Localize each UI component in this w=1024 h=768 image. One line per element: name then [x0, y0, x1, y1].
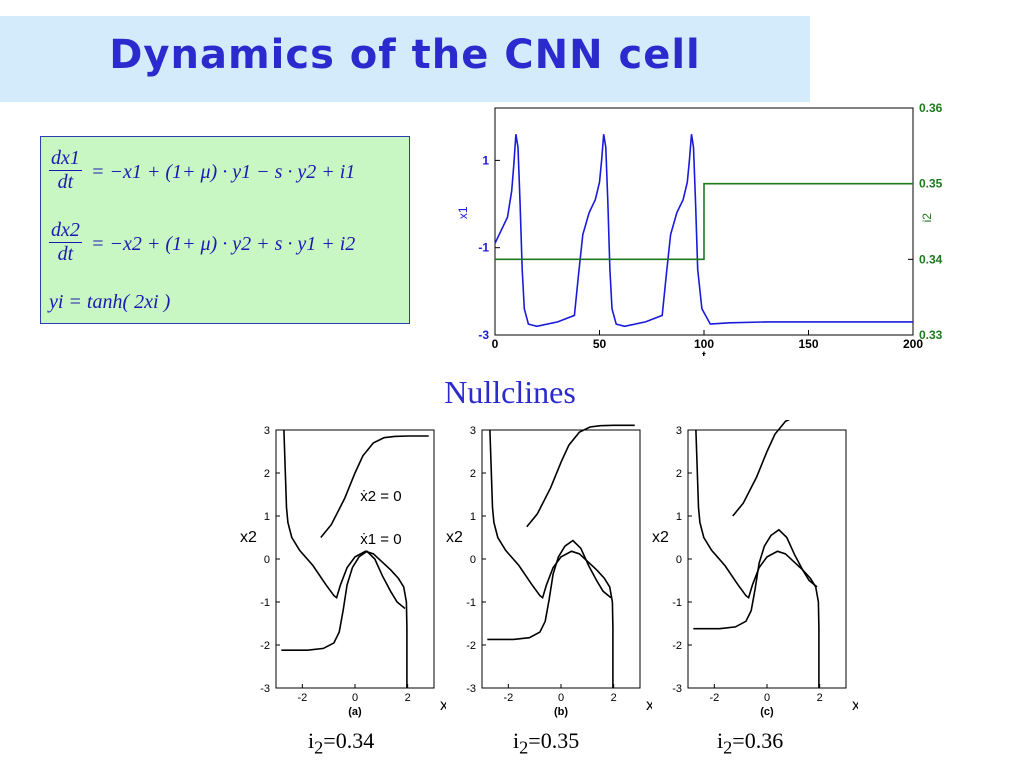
panel-label: (b) [554, 706, 568, 718]
caption-b: i2=0.35 [513, 728, 580, 758]
x-tick-label: -2 [709, 692, 719, 704]
annotation-x2dot: ẋ2 = 0 [360, 488, 401, 505]
y-tick-label: -3 [260, 683, 270, 695]
plot-frame [275, 429, 435, 689]
y-tick-label: 0 [470, 554, 476, 566]
plot-frame [687, 429, 847, 689]
y-tick-label: -1 [672, 597, 682, 609]
x-tick-label: 0 [558, 692, 564, 704]
y-tick-label: -1 [466, 597, 476, 609]
caption-a: i2=0.34 [308, 728, 375, 758]
time-series-chart: 0 50 100 150 200 -3 -1 1 0.33 0.34 0.35 0.36 t x1 i2 [456, 101, 943, 356]
eq3: yi = tanh( 2xi ) [49, 291, 171, 313]
nullcline-curve [526, 424, 635, 528]
slide-title: Dynamics of the CNN cell [109, 32, 701, 78]
nullcline-curve [283, 429, 408, 688]
eq2-numerator: dx2 [49, 219, 82, 243]
y-tick-label: -2 [672, 640, 682, 652]
i2-trace [495, 182, 913, 261]
y-tick-label: 0 [676, 554, 682, 566]
title-bar [0, 16, 810, 102]
y2-tick-label: 0.35 [919, 177, 943, 191]
x-tick-label: 200 [903, 337, 923, 351]
eq2-rhs: = −x2 + (1+ μ) · y2 + s · y1 + i2 [91, 233, 356, 255]
y-axis-label: x2 [446, 529, 463, 546]
y-tick-label: 2 [264, 468, 270, 480]
x-tick-label: 50 [593, 337, 607, 351]
eq2-fraction: dx2 dt [49, 219, 82, 266]
y-tick-label: 3 [264, 425, 270, 437]
nullcline-panel-c: -3 -2 -1 0 1 2 3 -2 0 2 (c) x1 x2 [652, 420, 858, 718]
nullclines-title: Nullclines [444, 374, 576, 410]
eq1-fraction: dx1 dt [49, 147, 82, 194]
eq1-numerator: dx1 [49, 147, 82, 171]
x-tick-label: 2 [611, 692, 617, 704]
y-tick-label: -1 [260, 597, 270, 609]
nullcline-panel-a: -3 -2 -1 0 1 2 3 -2 0 2 (a) x1 x2 ẋ2 = 0 ẋ1 = 0 [240, 425, 446, 718]
x-tick-label: 0 [492, 337, 499, 351]
x-axis-label: x1 [646, 697, 652, 714]
y-tick-label: 2 [676, 468, 682, 480]
y2-axis-label: i2 [920, 213, 934, 223]
y-tick-label: 0 [264, 554, 270, 566]
y-tick-label: 1 [482, 153, 489, 167]
x-tick-label: 150 [798, 337, 818, 351]
panel-label: (a) [348, 706, 362, 718]
y2-tick-label: 0.34 [919, 252, 943, 266]
y2-tick-label: 0.33 [919, 328, 943, 342]
x-tick-label: -2 [503, 692, 513, 704]
plot-frame [481, 429, 641, 689]
x-tick-label: 0 [764, 692, 770, 704]
y-tick-label: 1 [676, 511, 682, 523]
y-tick-label: -3 [672, 683, 682, 695]
y-tick-label: -3 [466, 683, 476, 695]
y-tick-label: -2 [466, 640, 476, 652]
annotation-x1dot: ẋ1 = 0 [360, 531, 401, 548]
x-axis-label: t [702, 350, 706, 356]
x-axis-label: x1 [852, 697, 858, 714]
equations-box: dx1 dt = −x1 + (1+ μ) · y1 − s · y2 + i1… [40, 136, 410, 324]
caption-c: i2=0.36 [717, 728, 784, 758]
x1-trace [494, 134, 913, 328]
nullcline-panel-b: -3 -2 -1 0 1 2 3 -2 0 2 (b) x1 x2 [446, 424, 652, 718]
nullcline-curve [695, 429, 820, 688]
eq1-rhs: = −x1 + (1+ μ) · y1 − s · y2 + i1 [91, 161, 356, 183]
y-axis-label: x2 [240, 529, 257, 546]
y-tick-label: 1 [264, 511, 270, 523]
y-tick-label: 3 [676, 425, 682, 437]
y-tick-label: 2 [470, 468, 476, 480]
x-axis-label: x1 [440, 697, 446, 714]
y-axis-label: x2 [652, 529, 669, 546]
x-tick-label: 2 [817, 692, 823, 704]
nullcline-curve [489, 429, 614, 688]
panel-label: (c) [760, 706, 774, 718]
nullcline-curve [732, 420, 791, 517]
nullcline-curve [320, 435, 429, 539]
y-tick-label: -2 [260, 640, 270, 652]
nullcline-curve [281, 550, 406, 651]
eq2-denominator: dt [57, 243, 74, 265]
x-tick-label: -2 [297, 692, 307, 704]
y-tick-label: -3 [478, 328, 489, 342]
x-tick-label: 100 [694, 337, 714, 351]
y-axis-label: x1 [456, 206, 470, 219]
y2-tick-label: 0.36 [919, 101, 943, 115]
y-tick-label: -1 [478, 241, 489, 255]
nullcline-curve [693, 528, 818, 630]
y-tick-label: 3 [470, 425, 476, 437]
x-tick-label: 0 [352, 692, 358, 704]
eq1-denominator: dt [57, 171, 74, 193]
x-tick-label: 2 [405, 692, 411, 704]
y-tick-label: 1 [470, 511, 476, 523]
nullcline-curve [487, 539, 612, 641]
